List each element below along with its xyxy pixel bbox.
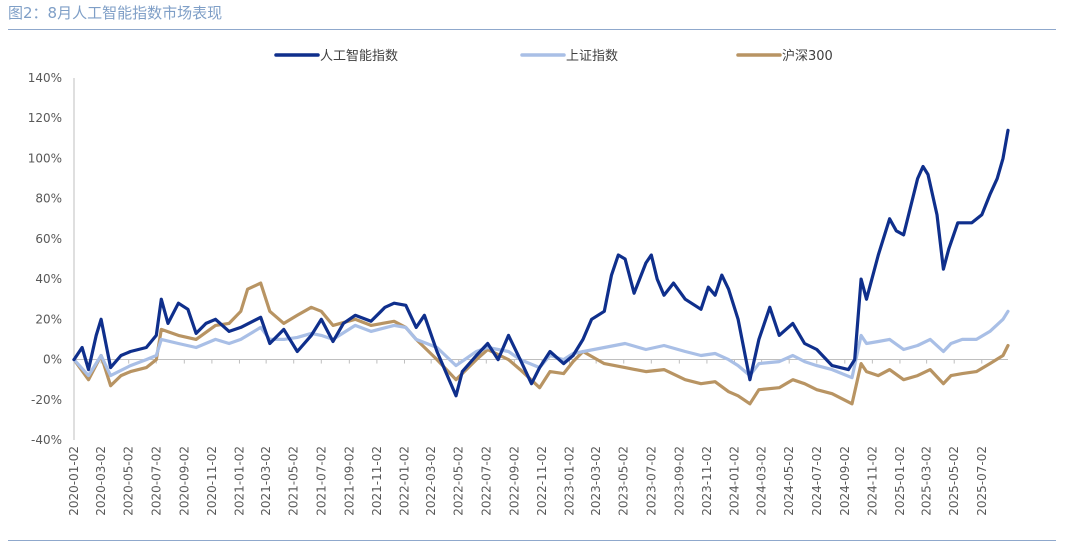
x-tick-label: 2022-03-02 xyxy=(424,446,438,516)
x-tick-label: 2020-09-02 xyxy=(177,446,191,516)
legend-label-1: 上证指数 xyxy=(566,49,618,64)
figure-caption: 图2：8月人工智能指数市场表现 xyxy=(8,4,223,22)
x-tick-label: 2021-07-02 xyxy=(314,446,328,516)
x-tick-label: 2021-11-02 xyxy=(370,446,384,516)
x-tick-label: 2021-01-02 xyxy=(232,446,246,516)
x-tick-label: 2020-03-02 xyxy=(94,446,108,516)
x-tick-label: 2022-05-02 xyxy=(452,446,466,516)
x-tick-label: 2023-01-02 xyxy=(562,446,576,516)
y-tick-label: 20% xyxy=(35,312,62,326)
x-tick-label: 2022-01-02 xyxy=(397,446,411,516)
x-tick-label: 2021-03-02 xyxy=(259,446,273,516)
x-tick-label: 2023-03-02 xyxy=(589,446,603,516)
x-tick-label: 2023-05-02 xyxy=(617,446,631,516)
x-tick-label: 2024-07-02 xyxy=(810,446,824,516)
x-tick-label: 2025-05-02 xyxy=(947,446,961,516)
x-tick-label: 2025-01-02 xyxy=(893,446,907,516)
x-tick-label: 2024-01-02 xyxy=(727,446,741,516)
y-tick-label: -40% xyxy=(31,433,62,447)
legend-label-2: 沪深300 xyxy=(782,48,833,64)
x-tick-label: 2023-07-02 xyxy=(644,446,658,516)
x-tick-label: 2023-09-02 xyxy=(672,446,686,516)
bottom-divider xyxy=(8,540,1056,541)
x-tick-label: 2022-07-02 xyxy=(479,446,493,516)
x-tick-label: 2020-01-02 xyxy=(67,446,81,516)
x-tick-label: 2021-09-02 xyxy=(342,446,356,516)
chart-legend: 人工智能指数 上证指数 沪深300 xyxy=(274,48,833,64)
y-tick-label: 140% xyxy=(28,71,62,85)
y-tick-label: 60% xyxy=(35,232,62,246)
x-tick-label: 2025-07-02 xyxy=(975,446,989,516)
x-tick-label: 2023-11-02 xyxy=(700,446,714,516)
x-tick-label: 2020-07-02 xyxy=(149,446,163,516)
x-tick-label: 2022-09-02 xyxy=(507,446,521,516)
y-tick-label: 100% xyxy=(28,151,62,165)
y-tick-label: -20% xyxy=(31,393,62,407)
y-tick-label: 120% xyxy=(28,111,62,125)
y-tick-label: 80% xyxy=(35,192,62,206)
x-tick-label: 2020-11-02 xyxy=(205,446,219,516)
x-axis: 2020-01-02 2020-03-02 2020-05-02 2020-07-02… xyxy=(67,359,1008,516)
x-tick-label: 2022-11-02 xyxy=(535,446,549,516)
top-divider xyxy=(8,29,1056,30)
x-tick-label: 2024-09-02 xyxy=(838,446,852,516)
x-tick-label: 2025-03-02 xyxy=(920,446,934,516)
y-tick-label: 40% xyxy=(35,272,62,286)
y-tick-label: 0% xyxy=(43,353,62,367)
series-line-0 xyxy=(72,128,1010,398)
x-tick-label: 2024-11-02 xyxy=(865,446,879,516)
y-axis: -40% -20% 0% 20% 40% 60% 80% 100% 120% 140% xyxy=(28,71,75,447)
legend-label-0: 人工智能指数 xyxy=(320,49,398,64)
x-tick-label: 2024-05-02 xyxy=(782,446,796,516)
series-lines xyxy=(72,128,1010,406)
x-tick-label: 2024-03-02 xyxy=(755,446,769,516)
x-tick-label: 2021-05-02 xyxy=(287,446,301,516)
x-tick-label: 2020-05-02 xyxy=(122,446,136,516)
